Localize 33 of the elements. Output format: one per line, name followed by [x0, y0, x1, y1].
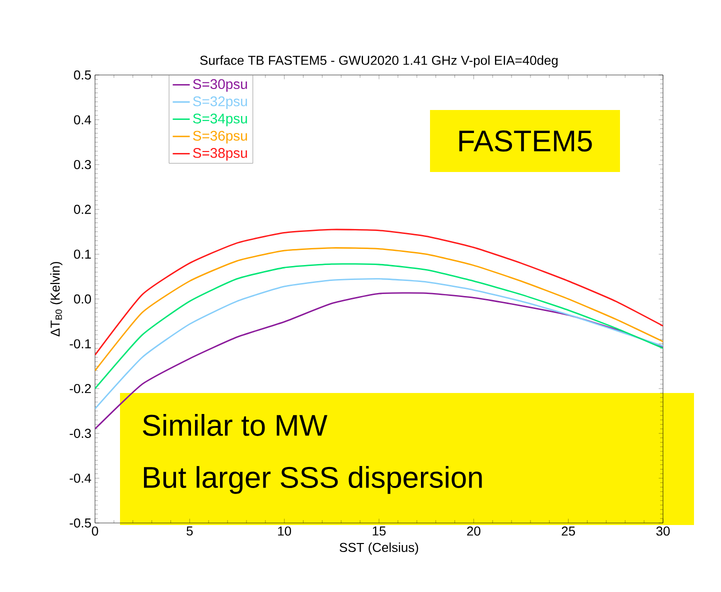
y-tick-label: 0.2: [74, 204, 91, 214]
x-tick-label: 20: [467, 526, 480, 536]
x-tick-label: 0: [92, 526, 98, 536]
line-series: [95, 278, 664, 410]
legend-label: S=36psu: [193, 130, 247, 144]
y-tick-label: -0.1: [70, 339, 91, 348]
y-tick-label: -0.4: [70, 474, 92, 483]
line-series: [95, 263, 664, 390]
annotation: Similar to MW: [142, 414, 328, 436]
x-tick-label: 5: [186, 526, 193, 536]
y-tick-label: 0.1: [74, 250, 91, 259]
y-axis-title: ΔT$_{B0}$ (Kelvin): [50, 262, 62, 336]
y-tick-label: 0.0: [74, 294, 91, 304]
line-series: [95, 228, 664, 356]
x-axis-title: SST (Celsius): [340, 542, 418, 555]
line-series: [95, 247, 664, 372]
y-tick-label: 0.4: [74, 115, 92, 124]
x-tick-label: 30: [656, 526, 670, 536]
legend-label: S=32psu: [193, 96, 247, 110]
legend-label: S=30psu: [193, 79, 247, 92]
y-tick-label: 0.5: [74, 70, 91, 80]
y-tick-label: -0.3: [70, 428, 91, 438]
annotation: FASTEM5: [459, 130, 592, 152]
y-tick-label: 0.3: [74, 160, 91, 170]
x-tick-label: 10: [278, 526, 292, 536]
x-tick-label: 25: [562, 526, 575, 536]
annotation: But larger SSS dispersion: [144, 466, 482, 494]
x-tick-label: 15: [372, 526, 386, 536]
y-tick-label: -0.5: [70, 518, 91, 528]
y-tick-label: -0.2: [70, 384, 91, 394]
legend-label: S=38psu: [193, 148, 247, 161]
legend-label: S=34psu: [193, 114, 247, 126]
chart-title: Surface TB FASTEM5 - GWU2020 1.41 GHz V-pol EIA=40deg: [200, 55, 558, 68]
